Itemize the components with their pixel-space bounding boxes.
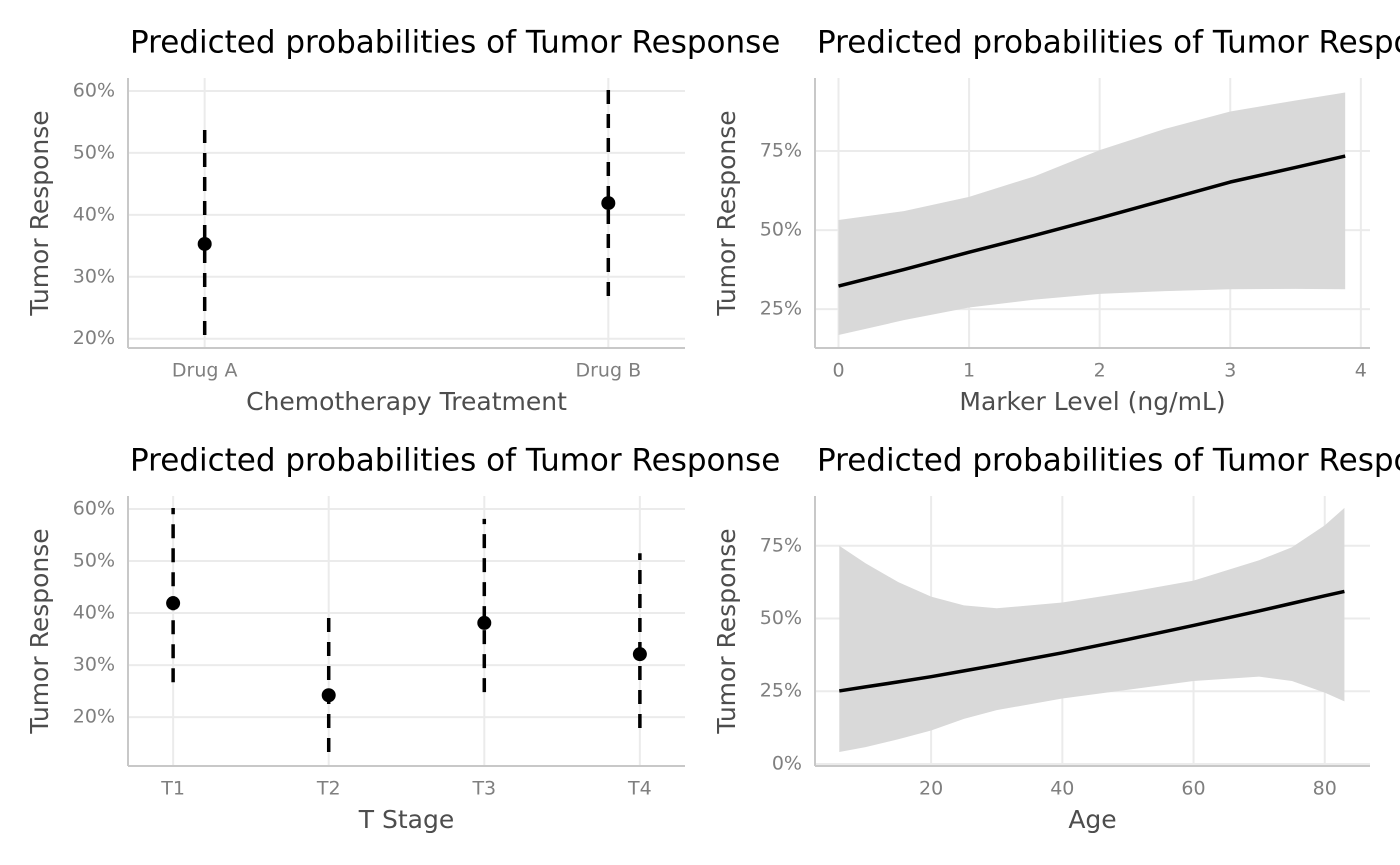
x-tick-label: 2: [1094, 360, 1106, 382]
point: [632, 647, 647, 662]
y-tick-label: 0%: [772, 752, 802, 774]
x-tick-label: T3: [471, 778, 496, 800]
x-axis-title: Chemotherapy Treatment: [246, 387, 567, 416]
x-tick-label: Drug A: [172, 360, 238, 382]
y-tick-label: 50%: [760, 607, 802, 629]
y-tick-label: 50%: [73, 141, 115, 163]
chart-title: Predicted probabilities of Tumor Respons…: [817, 25, 1400, 61]
y-tick-label: 50%: [760, 219, 802, 241]
x-tick-label: 4: [1355, 360, 1367, 382]
x-tick-label: Drug B: [575, 360, 641, 382]
y-tick-label: 75%: [760, 140, 802, 162]
confidence-band: [838, 92, 1346, 336]
line: [838, 154, 1346, 288]
y-tick-label: 60%: [73, 498, 115, 520]
y-axis-title: Tumor Response: [712, 528, 741, 734]
x-tick-label: 60: [1181, 778, 1205, 800]
x-tick-label: T4: [627, 778, 652, 800]
chart-title: Predicted probabilities of Tumor Respons…: [817, 443, 1400, 479]
x-tick-label: 0: [832, 360, 844, 382]
y-tick-label: 30%: [73, 654, 115, 676]
y-tick-label: 30%: [73, 265, 115, 287]
x-tick-label: T2: [316, 778, 341, 800]
x-tick-label: 80: [1313, 778, 1337, 800]
line: [839, 589, 1345, 693]
y-tick-label: 40%: [73, 203, 115, 225]
y-axis-title: Tumor Response: [25, 110, 54, 316]
x-axis-title: T Stage: [358, 805, 454, 834]
x-tick-label: 3: [1224, 360, 1236, 382]
y-tick-label: 25%: [760, 298, 802, 320]
confidence-band: [839, 507, 1345, 753]
point: [601, 196, 616, 211]
y-tick-label: 25%: [760, 680, 802, 702]
y-axis-title: Tumor Response: [712, 110, 741, 316]
x-tick-label: 1: [963, 360, 975, 382]
x-tick-label: 40: [1050, 778, 1074, 800]
y-tick-label: 75%: [760, 534, 802, 556]
y-tick-label: 40%: [73, 602, 115, 624]
y-tick-label: 60%: [73, 80, 115, 102]
point: [321, 688, 336, 703]
point: [166, 596, 181, 611]
y-tick-label: 50%: [73, 550, 115, 572]
y-tick-label: 20%: [73, 706, 115, 728]
x-axis-title: Age: [1068, 805, 1116, 834]
x-axis-title: Marker Level (ng/mL): [959, 387, 1225, 416]
chart-title: Predicted probabilities of Tumor Respons…: [130, 443, 780, 479]
x-tick-label: T1: [160, 778, 185, 800]
chart-title: Predicted probabilities of Tumor Respons…: [130, 25, 780, 61]
y-tick-label: 20%: [73, 327, 115, 349]
point: [197, 236, 212, 251]
point: [477, 615, 492, 630]
x-tick-label: 20: [919, 778, 943, 800]
y-axis-title: Tumor Response: [25, 528, 54, 734]
